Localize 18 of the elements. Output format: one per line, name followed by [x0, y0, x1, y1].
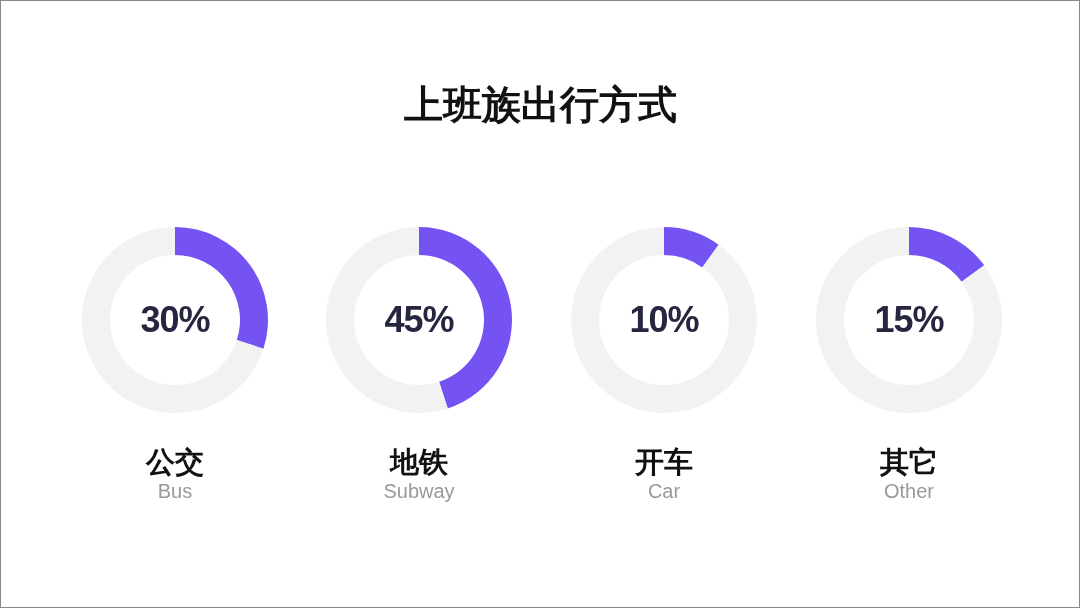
- text: 15%: [873, 298, 945, 342]
- text: Subway: [382, 479, 456, 503]
- donut-slice: [816, 227, 1002, 413]
- donut-slice: [82, 227, 264, 413]
- donut-slice: [909, 227, 985, 282]
- text: Other: [883, 479, 935, 503]
- text: 其它: [879, 444, 939, 480]
- text: Bus: [156, 479, 194, 503]
- text: 上班族出行方式: [402, 81, 678, 129]
- text: 30%: [139, 298, 211, 342]
- text: 10%: [628, 298, 700, 342]
- text: 开车: [634, 444, 694, 480]
- text: 公交: [144, 444, 205, 480]
- donut-slice: [664, 227, 719, 268]
- text: Car: [646, 479, 682, 503]
- text: 地铁: [388, 444, 449, 480]
- text: 45%: [383, 298, 455, 342]
- donut-slice: [571, 227, 757, 413]
